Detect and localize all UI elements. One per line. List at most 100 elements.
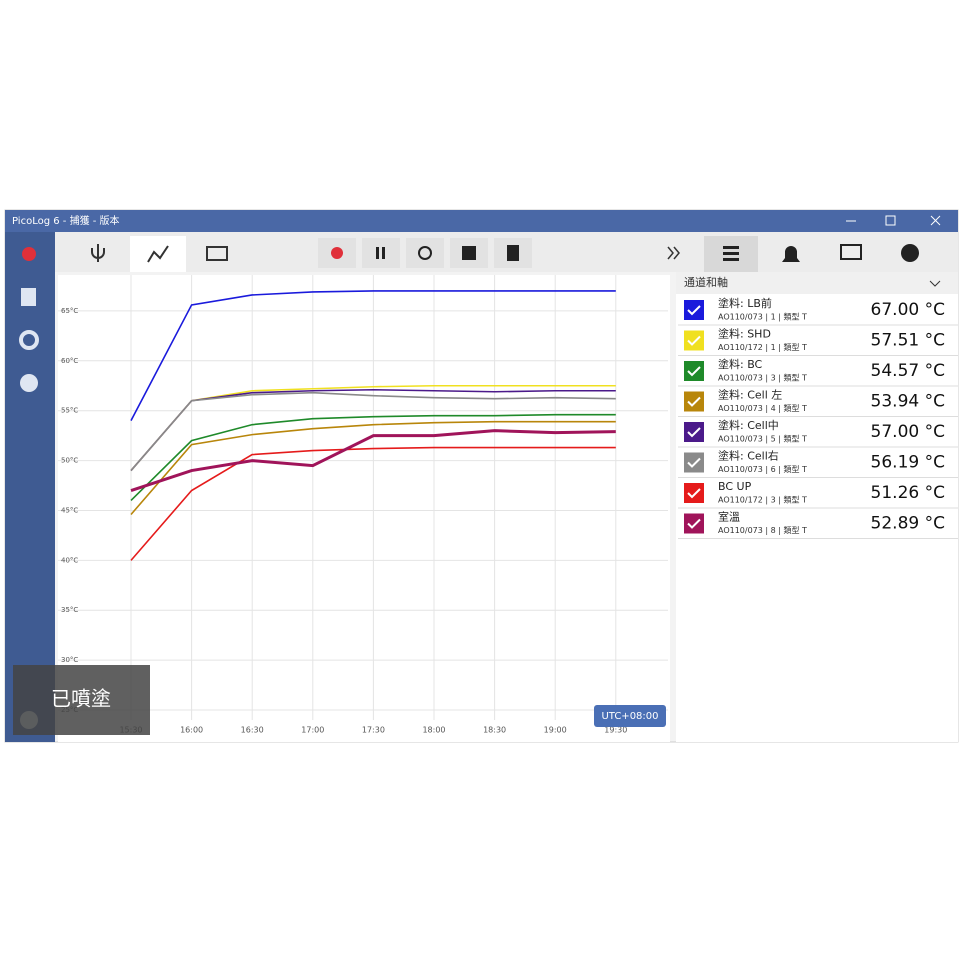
help-icon[interactable] — [20, 374, 38, 392]
file-icon[interactable] — [21, 288, 36, 306]
collapse-button[interactable] — [929, 280, 941, 287]
check-mark — [687, 427, 701, 438]
check-mark — [687, 518, 701, 529]
info-tab[interactable] — [901, 244, 919, 262]
channel-device: AO110/073 | 5 | 類型 T — [718, 434, 807, 444]
channel-device: AO110/073 | 1 | 類型 T — [718, 312, 807, 322]
x-tick-label: 19:30 — [604, 726, 627, 735]
series-line — [130, 413, 616, 502]
notes-tab[interactable] — [840, 244, 862, 260]
channel-reading: 57.00 °C — [871, 422, 945, 442]
check-mark — [687, 366, 701, 377]
check-mark — [687, 335, 701, 346]
channel-name: 塗料: SHD — [718, 327, 771, 341]
y-tick-label: 45°C — [61, 506, 78, 514]
y-tick-label: 35°C — [61, 606, 78, 614]
graph-icon — [147, 245, 169, 263]
chart: 25°C30°C35°C40°C45°C50°C55°C60°C65°C15:3… — [58, 275, 668, 735]
sidebar — [5, 232, 55, 742]
y-tick-label: 65°C — [61, 307, 78, 315]
caption-box — [13, 665, 150, 735]
window-title: PicoLog 6 - 捕獲 - 版本 — [12, 214, 120, 227]
channel-device: AO110/172 | 3 | 類型 T — [718, 495, 807, 505]
x-tick-label: 18:30 — [483, 726, 506, 735]
window-controls[interactable] — [846, 215, 941, 226]
series-line — [130, 429, 616, 492]
timezone: UTC+08:00 — [601, 711, 658, 722]
alarms-tab[interactable] — [782, 246, 800, 262]
series-line — [130, 420, 616, 515]
channel-checkbox[interactable] — [684, 483, 704, 503]
pause-bar — [382, 247, 385, 259]
check-mark — [687, 305, 701, 316]
x-tick-label: 17:30 — [362, 726, 385, 735]
channel-reading: 57.51 °C — [871, 331, 945, 351]
check-mark — [687, 488, 701, 499]
y-tick-label: 55°C — [61, 407, 78, 415]
channel-device: AO110/073 | 6 | 類型 T — [718, 464, 807, 474]
record-indicator[interactable] — [22, 247, 36, 261]
y-tick-label: 60°C — [61, 357, 78, 365]
x-tick-label: 16:30 — [241, 726, 264, 735]
y-tick-label: 50°C — [61, 457, 78, 465]
device-tab[interactable] — [91, 244, 105, 262]
channel-checkbox[interactable] — [684, 330, 704, 351]
channel-reading: 54.57 °C — [871, 361, 945, 381]
x-tick-label: 17:00 — [301, 726, 324, 735]
graph-tab[interactable] — [130, 236, 186, 272]
channel-reading: 52.89 °C — [871, 514, 945, 534]
channel-reading: 51.26 °C — [871, 483, 945, 503]
channel-name: 塗料: Cell 左 — [718, 388, 782, 402]
list-icon — [723, 246, 739, 261]
table-tab[interactable] — [206, 246, 228, 261]
channel-checkbox[interactable] — [684, 361, 704, 381]
channel-reading: 53.94 °C — [871, 392, 945, 412]
x-tick-label: 16:00 — [180, 726, 203, 735]
channel-checkbox[interactable] — [684, 513, 704, 534]
channel-name: 塗料: BC — [718, 357, 763, 371]
pause-bar — [376, 247, 379, 259]
channel-name: 室溫 — [718, 510, 740, 524]
series-line — [130, 446, 616, 561]
timezone-badge[interactable] — [594, 705, 666, 727]
expand-button[interactable] — [667, 246, 680, 260]
title-bar — [5, 210, 958, 232]
series-line — [130, 290, 616, 422]
channel-panel — [676, 272, 958, 742]
restart-button[interactable] — [406, 238, 444, 268]
channel-device: AO110/073 | 8 | 類型 T — [718, 525, 807, 535]
channel-device: AO110/073 | 3 | 類型 T — [718, 373, 807, 383]
channel-reading: 67.00 °C — [871, 300, 945, 320]
channel-device: AO110/073 | 4 | 類型 T — [718, 403, 807, 413]
channel-list: 塗料: LB前 AO110/073 | 1 | 類型 T 67.00 °C 塗料: S… — [678, 296, 958, 539]
x-tick-label: 18:00 — [422, 726, 445, 735]
record-dot — [331, 247, 343, 259]
save-icon — [462, 246, 476, 260]
check-mark — [687, 396, 701, 407]
channel-name: 塗料: Cell中 — [718, 418, 779, 432]
panel-header — [676, 272, 958, 294]
x-tick-label: 19:00 — [544, 726, 567, 735]
channel-checkbox[interactable] — [684, 300, 704, 320]
export-icon — [507, 245, 519, 261]
y-tick-label: 30°C — [61, 656, 78, 664]
plot-area — [58, 275, 670, 742]
pause-button[interactable] — [362, 238, 400, 268]
settings-icon[interactable] — [19, 330, 39, 350]
channel-reading: 56.19 °C — [871, 453, 945, 473]
channel-device: AO110/172 | 1 | 類型 T — [718, 342, 807, 352]
channel-checkbox[interactable] — [684, 391, 704, 412]
channel-name: 塗料: LB前 — [718, 296, 772, 310]
series-line — [130, 391, 616, 472]
channel-checkbox[interactable] — [684, 422, 704, 442]
y-tick-label: 40°C — [61, 556, 78, 564]
restart-icon — [418, 246, 432, 260]
panel-title: 通道和軸 — [684, 275, 728, 289]
channel-name: 塗料: Cell右 — [718, 449, 779, 463]
channel-name: BC UP — [718, 480, 752, 493]
check-mark — [687, 457, 701, 468]
caption: 已噴塗 — [51, 687, 111, 711]
channel-checkbox[interactable] — [684, 452, 704, 473]
